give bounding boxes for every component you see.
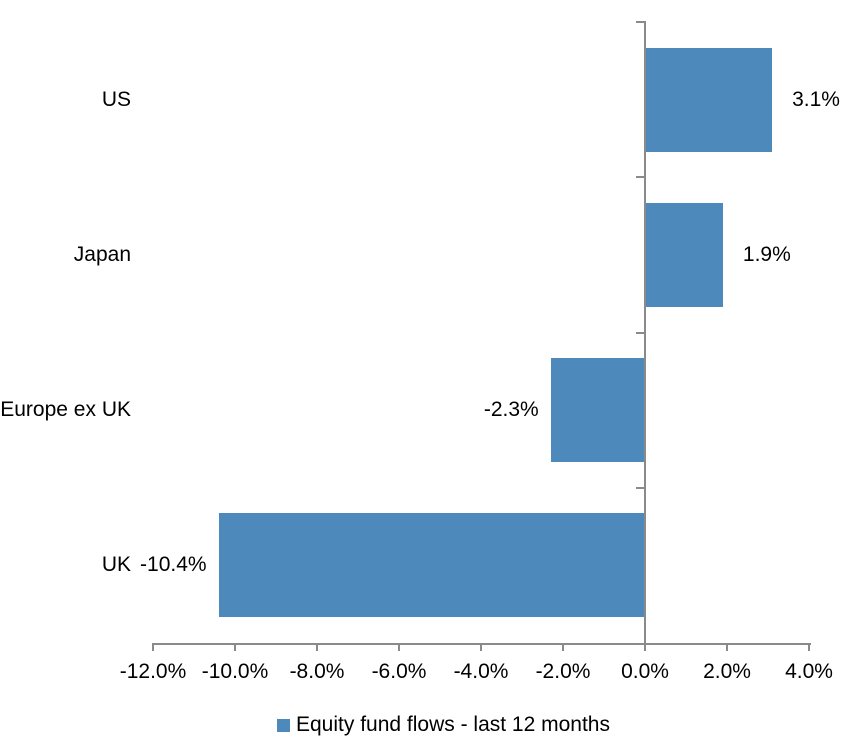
x-axis-tick-label: -6.0%: [371, 660, 427, 683]
data-label: -10.4%: [140, 553, 207, 577]
x-axis-tick-label: -10.0%: [201, 660, 269, 683]
x-axis-line: [153, 643, 811, 645]
x-axis-tick: [808, 643, 810, 651]
data-label: 3.1%: [792, 87, 840, 111]
category-label: US: [101, 87, 131, 111]
legend-series-label: Equity fund flows - last 12 months: [296, 713, 610, 736]
x-axis-tick-label: 2.0%: [703, 660, 751, 683]
y-axis-tick: [636, 21, 646, 23]
legend-marker-square-icon: [277, 718, 290, 732]
x-axis-tick-label: -8.0%: [289, 660, 345, 683]
x-axis-tick-label: 4.0%: [785, 660, 833, 683]
bar-europe-ex-uk: [550, 358, 645, 463]
bar-japan: [645, 202, 723, 307]
data-label: 1.9%: [742, 242, 791, 266]
legend: Equity fund flows - last 12 months: [277, 712, 610, 738]
category-label: Japan: [73, 242, 131, 266]
x-axis-tick-label: 0.0%: [621, 660, 669, 683]
bar-uk: [218, 513, 645, 618]
y-axis-tick: [636, 176, 646, 179]
category-label: Europe ex UK: [0, 398, 131, 422]
x-axis-tick-label: -4.0%: [453, 660, 509, 683]
category-label: UK: [101, 553, 131, 577]
x-axis-tick: [398, 643, 400, 651]
data-label: -2.3%: [483, 398, 539, 422]
x-axis-tick: [152, 643, 154, 651]
x-axis-tick: [644, 643, 646, 651]
bar-us: [645, 47, 773, 152]
x-axis-tick-label: -2.0%: [535, 660, 591, 683]
x-axis-tick: [480, 643, 482, 651]
x-axis-tick: [562, 643, 564, 651]
x-axis-tick-label: -12.0%: [119, 660, 187, 683]
x-axis-tick: [726, 643, 728, 651]
y-axis-tick: [636, 486, 646, 489]
x-axis-tick: [234, 643, 236, 651]
y-axis-tick: [636, 331, 646, 334]
x-axis-tick: [316, 643, 318, 651]
